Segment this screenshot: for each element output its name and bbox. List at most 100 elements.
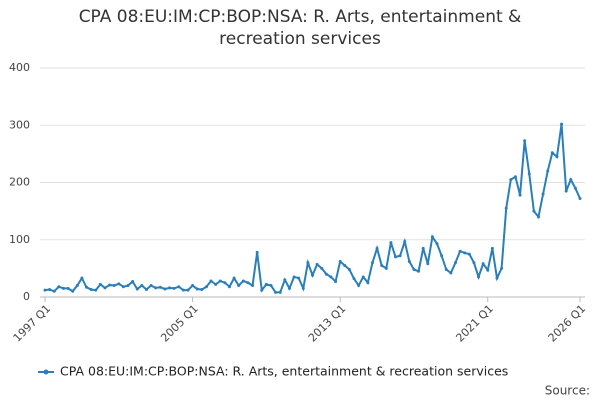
data-point bbox=[564, 189, 568, 193]
data-point bbox=[108, 283, 112, 287]
source: Source: bbox=[545, 384, 590, 398]
data-point bbox=[555, 155, 559, 159]
data-point bbox=[500, 266, 504, 270]
data-point bbox=[251, 284, 255, 288]
data-point bbox=[227, 285, 231, 289]
data-point bbox=[343, 264, 347, 268]
data-point bbox=[407, 260, 411, 264]
data-point bbox=[204, 285, 208, 289]
y-tick-label: 100 bbox=[9, 233, 30, 246]
data-point bbox=[550, 151, 554, 155]
data-point bbox=[458, 249, 462, 253]
data-point bbox=[131, 280, 135, 284]
data-point bbox=[112, 284, 116, 288]
data-point bbox=[444, 268, 448, 272]
data-point bbox=[85, 285, 89, 289]
data-point bbox=[463, 251, 467, 255]
data-point bbox=[504, 206, 508, 210]
data-point bbox=[57, 285, 61, 289]
data-point bbox=[394, 255, 398, 259]
x-tick-label: 2005 Q1 bbox=[158, 302, 201, 345]
data-point bbox=[43, 288, 47, 292]
data-point bbox=[573, 186, 577, 190]
data-point bbox=[513, 175, 517, 179]
legend-label: CPA 08:EU:IM:CP:BOP:NSA: R. Arts, entert… bbox=[60, 364, 508, 379]
data-point bbox=[52, 289, 56, 293]
x-tick-label: 1997 Q1 bbox=[11, 302, 54, 345]
data-point bbox=[89, 288, 93, 292]
data-point bbox=[546, 169, 550, 173]
data-point bbox=[361, 275, 365, 279]
data-point bbox=[181, 288, 185, 292]
data-point bbox=[269, 284, 273, 288]
x-tick-label: 2026 Q1 bbox=[546, 302, 589, 345]
data-point bbox=[94, 288, 98, 292]
data-point bbox=[472, 261, 476, 265]
data-point bbox=[218, 279, 222, 283]
data-point bbox=[338, 260, 342, 264]
data-point bbox=[172, 286, 176, 290]
data-point bbox=[241, 279, 245, 283]
data-point bbox=[168, 286, 172, 290]
data-point bbox=[421, 246, 425, 250]
data-point bbox=[384, 266, 388, 270]
data-point bbox=[481, 262, 485, 266]
data-point bbox=[578, 197, 582, 201]
data-point bbox=[560, 122, 564, 126]
data-point bbox=[527, 172, 531, 176]
data-point bbox=[274, 290, 278, 294]
data-point bbox=[320, 266, 324, 270]
data-point bbox=[75, 284, 79, 288]
data-point bbox=[278, 290, 282, 294]
y-tick-label: 300 bbox=[9, 118, 30, 131]
data-point bbox=[426, 262, 430, 266]
data-point bbox=[347, 268, 351, 272]
data-point bbox=[380, 264, 384, 268]
data-point bbox=[214, 282, 218, 286]
data-point bbox=[200, 288, 204, 292]
data-point bbox=[306, 261, 310, 265]
data-point bbox=[232, 276, 236, 280]
data-point bbox=[163, 287, 167, 291]
data-point bbox=[352, 277, 356, 281]
data-point bbox=[264, 282, 268, 286]
data-point bbox=[311, 273, 314, 277]
data-point bbox=[495, 276, 499, 280]
data-point bbox=[71, 289, 75, 293]
x-tick-label: 2013 Q1 bbox=[306, 302, 349, 345]
data-point bbox=[246, 281, 250, 285]
data-point bbox=[144, 288, 148, 292]
data-point bbox=[315, 262, 319, 266]
data-point bbox=[135, 287, 139, 291]
legend-marker bbox=[43, 369, 49, 375]
y-tick-label: 200 bbox=[9, 176, 30, 189]
y-tick-label: 0 bbox=[23, 290, 30, 303]
data-point bbox=[532, 209, 536, 213]
data-point bbox=[357, 284, 361, 288]
chart-title: CPA 08:EU:IM:CP:BOP:NSA: R. Arts, entert… bbox=[78, 7, 522, 49]
data-point bbox=[158, 285, 162, 289]
data-point bbox=[435, 242, 439, 246]
data-point bbox=[48, 288, 52, 292]
data-point bbox=[453, 261, 457, 265]
data-point bbox=[292, 275, 296, 279]
data-point bbox=[301, 286, 305, 290]
data-point bbox=[477, 275, 481, 279]
data-point bbox=[389, 241, 393, 245]
data-point bbox=[98, 282, 102, 286]
data-point bbox=[80, 276, 84, 280]
data-point bbox=[569, 178, 573, 182]
data-point bbox=[518, 193, 522, 197]
data-point bbox=[126, 284, 130, 288]
data-point bbox=[523, 139, 527, 143]
data-point bbox=[149, 284, 153, 288]
data-point bbox=[398, 254, 402, 258]
data-point bbox=[324, 272, 328, 276]
data-point bbox=[186, 288, 190, 292]
data-point bbox=[334, 280, 338, 284]
data-point bbox=[209, 279, 213, 283]
data-point bbox=[103, 286, 107, 290]
data-point bbox=[329, 275, 333, 279]
